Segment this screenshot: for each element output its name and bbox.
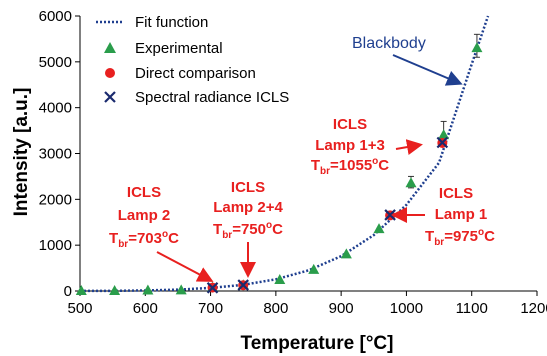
lamp2-arrow bbox=[156, 251, 214, 282]
experimental-point bbox=[471, 42, 483, 53]
legend-item-fit: Fit function bbox=[96, 14, 208, 31]
x-tick-label: 800 bbox=[263, 300, 288, 317]
lamp13-line1: ICLS bbox=[333, 116, 367, 133]
experimental-point bbox=[274, 274, 286, 284]
annotation-lamp2: ICLS Lamp 2 Tbr=703oC bbox=[109, 184, 214, 282]
legend: Fit function Experimental Direct compari… bbox=[96, 14, 289, 106]
spectral-radiance-point bbox=[206, 282, 219, 294]
y-tick-label: 0 bbox=[64, 283, 72, 300]
blackbody-arrow bbox=[392, 54, 463, 86]
legend-item-spectral: Spectral radiance ICLS bbox=[104, 89, 289, 106]
experimental-point bbox=[75, 285, 87, 295]
spectral-radiance-point bbox=[237, 279, 249, 291]
x-tick-label: 900 bbox=[329, 300, 354, 317]
experimental-point bbox=[308, 263, 320, 274]
x-tick-label: 600 bbox=[133, 300, 158, 317]
y-tick-label: 6000 bbox=[39, 8, 72, 25]
experimental-point bbox=[109, 285, 121, 295]
spectral-radiance-point bbox=[436, 136, 449, 149]
legend-triangle-icon bbox=[104, 42, 116, 53]
y-tick-label: 5000 bbox=[39, 54, 72, 71]
lamp1-temperature: Tbr=975oC bbox=[425, 227, 495, 248]
x-tick-label: 700 bbox=[198, 300, 223, 317]
y-tick-label: 4000 bbox=[39, 100, 72, 117]
lamp1-line1: ICLS bbox=[439, 185, 473, 202]
experimental-point bbox=[405, 177, 417, 188]
x-tick-label: 1000 bbox=[390, 300, 423, 317]
lamp24-line1: ICLS bbox=[231, 179, 265, 196]
legend-fit-label: Fit function bbox=[135, 14, 208, 31]
lamp13-temperature: Tbr=1055oC bbox=[311, 156, 389, 177]
annotation-lamp13: ICLS Lamp 1+3 Tbr=1055oC bbox=[311, 116, 423, 177]
experimental-point bbox=[175, 284, 187, 295]
lamp2-line2: Lamp 2 bbox=[118, 207, 171, 224]
legend-x-icon bbox=[104, 91, 116, 103]
legend-direct-label: Direct comparison bbox=[135, 65, 256, 82]
lamp2-temperature: Tbr=703oC bbox=[109, 229, 179, 250]
lamp13-arrow bbox=[395, 139, 423, 155]
axes bbox=[75, 15, 538, 296]
lamp24-line2: Lamp 2+4 bbox=[213, 199, 283, 216]
experimental-point bbox=[340, 248, 352, 259]
lamp2-line1: ICLS bbox=[127, 184, 161, 201]
y-tick-label: 1000 bbox=[39, 237, 72, 254]
experimental-point bbox=[438, 129, 450, 140]
annotation-lamp1: ICLS Lamp 1 Tbr=975oC bbox=[391, 185, 495, 248]
y-tick-label: 2000 bbox=[39, 191, 72, 208]
y-tick-label: 3000 bbox=[39, 146, 72, 163]
annotation-blackbody: Blackbody bbox=[352, 35, 463, 86]
x-axis-title: Temperature [°C] bbox=[241, 333, 394, 354]
blackbody-label: Blackbody bbox=[352, 35, 426, 52]
experimental-point bbox=[373, 223, 385, 234]
data-series bbox=[75, 15, 490, 295]
fit-function-line bbox=[79, 15, 490, 293]
lamp13-line2: Lamp 1+3 bbox=[315, 137, 385, 154]
legend-experimental-label: Experimental bbox=[135, 40, 223, 57]
x-tick-label: 1100 bbox=[456, 300, 488, 317]
lamp24-temperature: Tbr=750oC bbox=[213, 220, 283, 241]
lamp1-line2: Lamp 1 bbox=[435, 206, 488, 223]
legend-item-direct: Direct comparison bbox=[105, 65, 256, 82]
legend-spectral-label: Spectral radiance ICLS bbox=[135, 89, 289, 106]
legend-item-experimental: Experimental bbox=[104, 40, 223, 57]
y-axis-title: Intensity [a.u.] bbox=[11, 88, 32, 217]
x-tick-label: 500 bbox=[67, 300, 92, 317]
legend-circle-icon bbox=[105, 68, 115, 78]
experimental-point bbox=[142, 284, 154, 295]
annotation-lamp24: ICLS Lamp 2+4 Tbr=750oC bbox=[213, 179, 283, 278]
